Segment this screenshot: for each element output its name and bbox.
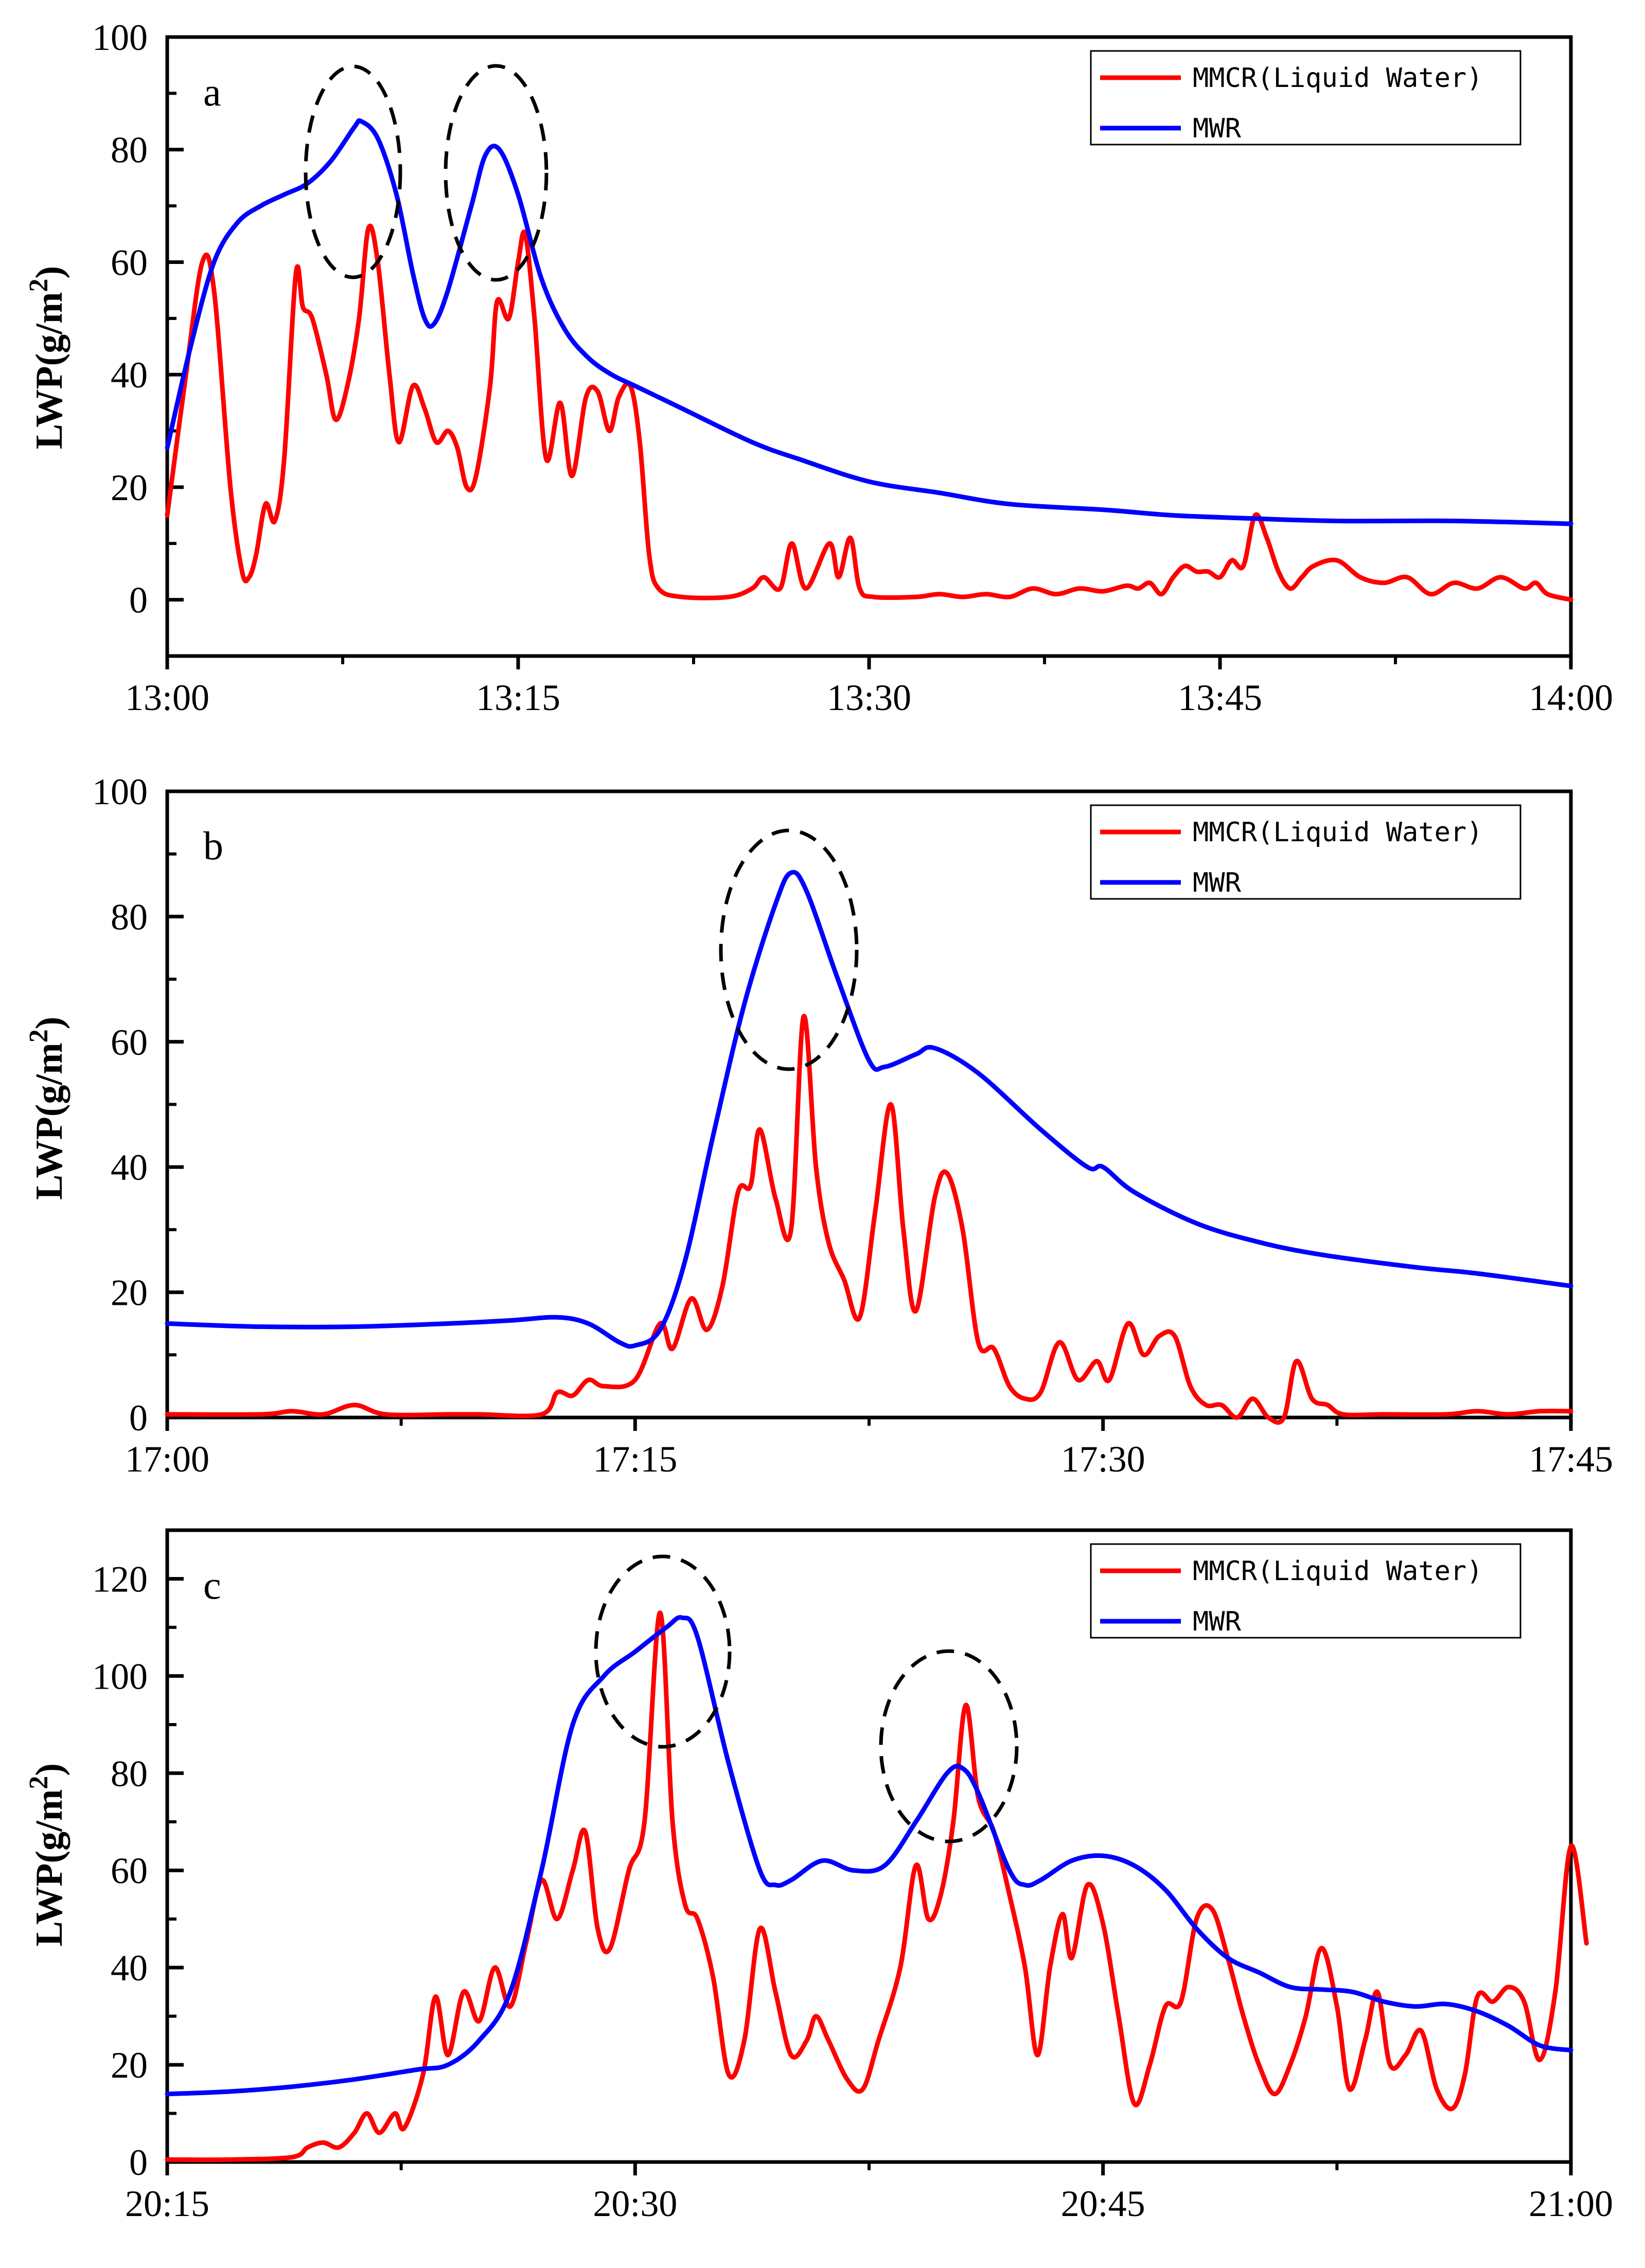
x-tick-label: 20:45 (1061, 2183, 1145, 2224)
mwr-series-line (165, 870, 1573, 1349)
y-tick-label: 100 (92, 17, 148, 58)
mmcr-series-line (165, 1014, 1573, 1425)
y-tick-label: 20 (111, 467, 148, 508)
panel-b: b 0 20 40 60 80 100 17:00 17:15 17:30 17:45 MMCR(… (24, 771, 1613, 1480)
panel-c-series (165, 1610, 1589, 2163)
legend-label-mwr: MWR (1193, 867, 1242, 898)
y-tick-label: 40 (111, 1147, 148, 1188)
y-tick-label: 0 (129, 580, 148, 621)
x-tick-label: 14:00 (1529, 677, 1613, 718)
x-tick-label: 20:30 (593, 2183, 677, 2224)
panel-a-ylabel: LWP(g/m2) (24, 266, 70, 449)
x-tick-label: 21:00 (1529, 2183, 1613, 2224)
y-tick-label: 20 (111, 1272, 148, 1314)
annotation-ellipse (879, 1649, 1019, 1844)
panel-b-annotations (719, 828, 859, 1071)
y-tick-label: 60 (111, 1850, 148, 1891)
annotation-ellipse (444, 64, 549, 282)
panel-b-axes: 0 20 40 60 80 100 17:00 17:15 17:30 17:45 (92, 771, 1613, 1480)
annotation-ellipse (719, 828, 859, 1071)
y-tick-label: 60 (111, 242, 148, 283)
y-tick-label: 80 (111, 1753, 148, 1794)
x-tick-label: 13:00 (125, 677, 209, 718)
panel-a-series (165, 118, 1573, 603)
panel-c-legend: MMCR(Liquid Water) MWR (1090, 1543, 1522, 1639)
y-tick-label: 0 (129, 1397, 148, 1439)
panel-b-letter: b (203, 823, 223, 868)
mmcr-series-line (165, 223, 1573, 603)
x-tick-label: 13:45 (1178, 677, 1262, 718)
x-tick-label: 17:30 (1061, 1439, 1145, 1480)
panel-c-letter: c (203, 1563, 221, 1607)
panel-a-axes: 0 20 40 60 80 100 13:00 13:15 13:30 13:45 14:00 (92, 17, 1613, 718)
x-tick-label: 17:00 (125, 1439, 209, 1480)
y-tick-label: 80 (111, 130, 148, 171)
panel-c: c 0 20 40 60 80 100 120 20:15 20:30 20:45 21:00 MM… (24, 1528, 1613, 2224)
x-tick-label: 13:15 (476, 677, 560, 718)
y-tick-label: 0 (129, 2142, 148, 2183)
panel-a-legend: MMCR(Liquid Water) MWR (1090, 50, 1522, 146)
y-tick-label: 100 (92, 771, 148, 812)
annotation-ellipse (304, 64, 402, 279)
panel-a-letter: a (203, 69, 221, 114)
mwr-series-line (165, 118, 1573, 526)
panel-b-ylabel: LWP(g/m2) (24, 1017, 70, 1200)
y-tick-label: 80 (111, 896, 148, 937)
x-tick-label: 20:15 (125, 2183, 209, 2224)
y-tick-label: 40 (111, 1947, 148, 1989)
x-tick-label: 17:45 (1529, 1439, 1613, 1480)
panel-b-series (165, 870, 1573, 1425)
y-tick-label: 120 (92, 1558, 148, 1600)
y-tick-label: 20 (111, 2045, 148, 2086)
y-tick-label: 60 (111, 1022, 148, 1063)
legend-label-mmcr: MMCR(Liquid Water) (1193, 817, 1483, 848)
legend-label-mmcr: MMCR(Liquid Water) (1193, 1556, 1483, 1587)
annotation-ellipse (594, 1554, 732, 1749)
panel-b-legend: MMCR(Liquid Water) MWR (1090, 804, 1522, 900)
mwr-series-line (165, 1615, 1573, 2097)
legend-label-mmcr: MMCR(Liquid Water) (1193, 63, 1483, 94)
panel-c-annotations (594, 1554, 1019, 1844)
legend-label-mwr: MWR (1193, 1606, 1242, 1637)
x-tick-label: 13:30 (827, 677, 911, 718)
y-tick-label: 40 (111, 355, 148, 396)
y-tick-label: 100 (92, 1656, 148, 1697)
legend-label-mwr: MWR (1193, 113, 1242, 144)
panel-a-annotations (304, 64, 549, 282)
panel-c-ylabel: LWP(g/m2) (24, 1763, 70, 1946)
x-tick-label: 17:15 (593, 1439, 677, 1480)
